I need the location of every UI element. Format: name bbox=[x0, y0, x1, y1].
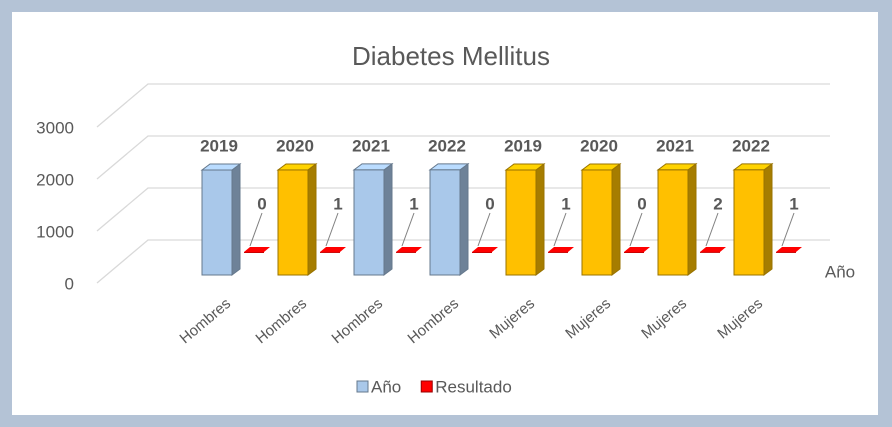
bar bbox=[776, 247, 802, 253]
bar-face bbox=[472, 252, 492, 253]
leader-line bbox=[705, 212, 719, 247]
data-label: 2022 bbox=[732, 136, 770, 155]
depth-axis-label: Año bbox=[825, 262, 855, 281]
y-tick-label: 3000 bbox=[36, 118, 74, 137]
bar-face bbox=[611, 162, 621, 276]
bar-face bbox=[277, 169, 309, 276]
bar bbox=[276, 162, 318, 276]
data-label: 2 bbox=[713, 194, 722, 213]
bar bbox=[548, 247, 574, 253]
data-label: 2020 bbox=[580, 136, 618, 155]
bar bbox=[700, 247, 726, 253]
bar-face bbox=[700, 251, 720, 253]
data-label: 0 bbox=[637, 194, 646, 213]
bar-face bbox=[505, 169, 537, 276]
leader-line bbox=[553, 212, 567, 247]
leader-line bbox=[401, 212, 415, 247]
bar-face bbox=[353, 169, 385, 276]
bar bbox=[472, 247, 498, 253]
legend-swatch bbox=[356, 380, 369, 393]
bar-face bbox=[244, 252, 264, 253]
data-label: 2022 bbox=[428, 136, 466, 155]
bar bbox=[320, 247, 346, 253]
bar-face bbox=[429, 169, 461, 276]
bar bbox=[200, 163, 242, 276]
data-label: 2021 bbox=[656, 136, 694, 155]
bar-face bbox=[776, 251, 796, 253]
leader-line bbox=[629, 212, 643, 247]
bar-face bbox=[776, 247, 802, 252]
bar bbox=[580, 162, 622, 276]
bar-face bbox=[548, 251, 568, 253]
bar bbox=[396, 247, 422, 253]
bar-face bbox=[700, 247, 726, 252]
bar-face bbox=[231, 163, 241, 276]
data-label: 1 bbox=[561, 194, 570, 213]
data-label: 0 bbox=[485, 194, 494, 213]
leader-line bbox=[781, 212, 795, 247]
legend-label: Año bbox=[371, 377, 401, 396]
data-label: 2019 bbox=[504, 136, 542, 155]
legend-label: Resultado bbox=[435, 377, 512, 396]
bar-face bbox=[472, 247, 498, 252]
data-label: 2021 bbox=[352, 136, 390, 155]
y-tick-label: 0 bbox=[65, 274, 74, 293]
bar-face bbox=[624, 247, 650, 252]
bar-face bbox=[535, 163, 545, 276]
bar-face bbox=[320, 247, 346, 252]
bar-face bbox=[396, 247, 422, 252]
leader-line bbox=[249, 212, 263, 247]
bar-face bbox=[396, 251, 416, 253]
bar-face bbox=[581, 169, 613, 276]
data-label: 1 bbox=[789, 194, 798, 213]
legend-swatch bbox=[420, 380, 433, 393]
leader-line bbox=[325, 212, 339, 247]
bar bbox=[244, 247, 270, 253]
leader-line bbox=[477, 212, 491, 247]
data-label: 1 bbox=[409, 194, 418, 213]
chart-title: Diabetes Mellitus bbox=[352, 41, 550, 71]
grid-line bbox=[96, 83, 830, 128]
bar-face bbox=[624, 252, 644, 253]
data-label: 2020 bbox=[276, 136, 314, 155]
data-label: 2019 bbox=[200, 136, 238, 155]
bar bbox=[428, 162, 470, 276]
bar-face bbox=[307, 162, 317, 276]
bar-face bbox=[459, 162, 469, 276]
bar bbox=[656, 162, 698, 276]
data-label: 0 bbox=[257, 194, 266, 213]
bar bbox=[624, 247, 650, 253]
y-tick-label: 1000 bbox=[36, 222, 74, 241]
bar-face bbox=[320, 251, 340, 253]
bar-face bbox=[657, 169, 689, 276]
bar bbox=[504, 163, 546, 276]
bar bbox=[732, 162, 774, 276]
data-label: 1 bbox=[333, 194, 342, 213]
grid-line bbox=[96, 135, 830, 180]
bar-face bbox=[763, 162, 773, 276]
bar bbox=[352, 162, 394, 276]
bar-face bbox=[733, 169, 765, 276]
bar-face bbox=[548, 247, 574, 252]
bar-face bbox=[687, 162, 697, 276]
y-tick-label: 2000 bbox=[36, 170, 74, 189]
bar-face bbox=[244, 247, 270, 252]
bar-face bbox=[383, 162, 393, 276]
bar-face bbox=[201, 169, 233, 276]
